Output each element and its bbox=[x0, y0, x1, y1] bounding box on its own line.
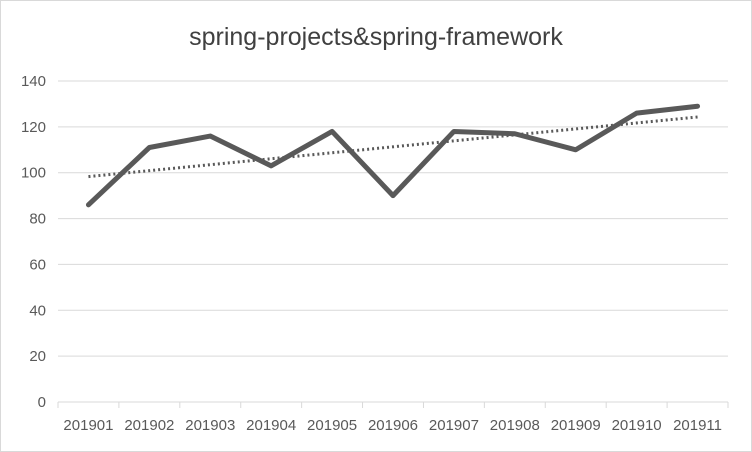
x-tick-label: 201904 bbox=[246, 417, 296, 434]
y-tick-label: 40 bbox=[29, 302, 46, 319]
x-tick-label: 201903 bbox=[185, 417, 235, 434]
x-tick-label: 201905 bbox=[307, 417, 357, 434]
trendline bbox=[88, 115, 698, 179]
chart-title: spring-projects&spring-framework bbox=[189, 23, 563, 51]
x-tick-label: 201901 bbox=[63, 417, 113, 434]
x-tick-label: 201910 bbox=[612, 417, 662, 434]
y-tick-label: 100 bbox=[21, 165, 46, 182]
x-tick-label: 201911 bbox=[673, 417, 722, 434]
series-line bbox=[85, 103, 701, 208]
x-tick-label: 201906 bbox=[368, 417, 418, 434]
y-tick-label: 140 bbox=[21, 73, 46, 90]
y-tick-label: 120 bbox=[21, 119, 46, 136]
y-tick-label: 60 bbox=[29, 256, 46, 273]
y-tick-label: 20 bbox=[29, 348, 46, 365]
y-tick-label: 0 bbox=[38, 394, 46, 411]
x-tick-label: 201908 bbox=[490, 417, 540, 434]
x-tick-label: 201907 bbox=[429, 417, 479, 434]
x-tick-label: 201909 bbox=[551, 417, 601, 434]
y-tick-label: 80 bbox=[29, 211, 46, 228]
x-tick-label: 201902 bbox=[124, 417, 174, 434]
